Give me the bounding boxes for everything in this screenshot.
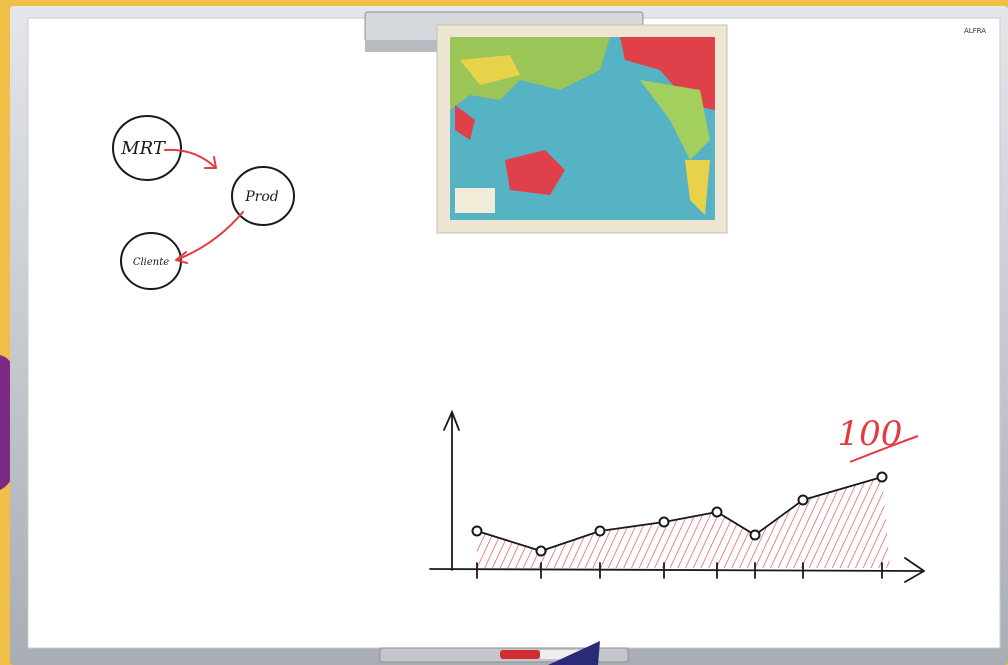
point: [711, 506, 723, 518]
map-land: [460, 55, 520, 85]
point: [749, 529, 761, 541]
map-land: [640, 80, 710, 160]
sketch-area: [477, 477, 890, 568]
y-axis: [443, 409, 460, 571]
corner-triangle: [548, 641, 600, 665]
diagram-arrows: [164, 148, 244, 264]
sketch-line: [476, 476, 883, 552]
point: [594, 525, 606, 537]
map-land: [685, 160, 710, 215]
point: [658, 516, 670, 528]
map-legend: [455, 188, 495, 213]
sketch-points: [471, 471, 888, 557]
sketch-axes: [429, 409, 925, 583]
map-land: [450, 37, 610, 110]
node-label: Prod: [244, 189, 279, 205]
sketch-underline: [849, 435, 919, 463]
x-ticks: [476, 562, 883, 579]
node-circle: [112, 115, 182, 181]
map-land: [455, 105, 475, 140]
point: [797, 494, 809, 506]
brand-logo: ALFRA: [964, 27, 986, 35]
point: [876, 471, 888, 483]
node-label: MRT: [120, 138, 167, 159]
marker: [500, 650, 540, 659]
map-land: [505, 150, 565, 195]
point: [535, 545, 547, 557]
point: [471, 525, 483, 537]
node-label: Cliente: [133, 257, 169, 268]
sketch-label: 100: [838, 414, 903, 454]
x-axis: [429, 557, 925, 583]
arrow: [175, 211, 244, 264]
arrow: [164, 148, 217, 169]
node-circle: [231, 166, 295, 226]
